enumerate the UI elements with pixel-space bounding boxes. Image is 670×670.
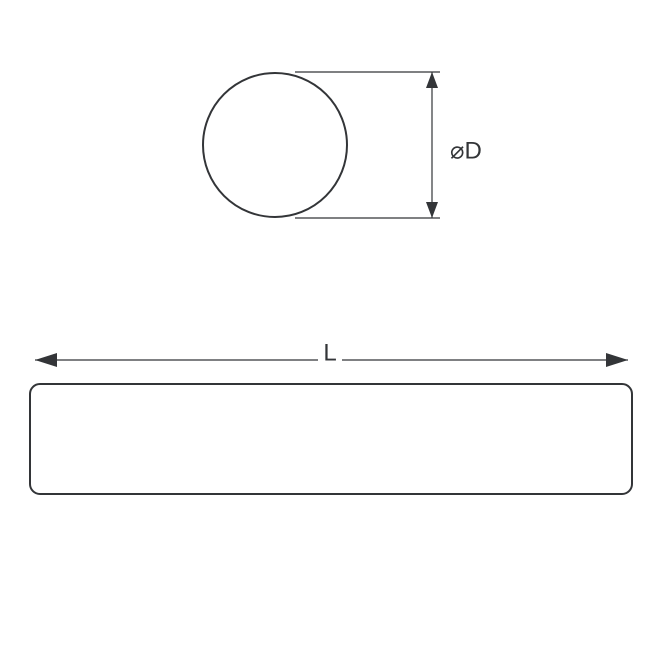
diameter-label: ⌀D [450, 137, 482, 164]
length-label: L [323, 339, 336, 366]
end-view-circle [203, 73, 347, 217]
side-view-rod [30, 384, 632, 494]
technical-drawing: ⌀D L [0, 0, 670, 670]
